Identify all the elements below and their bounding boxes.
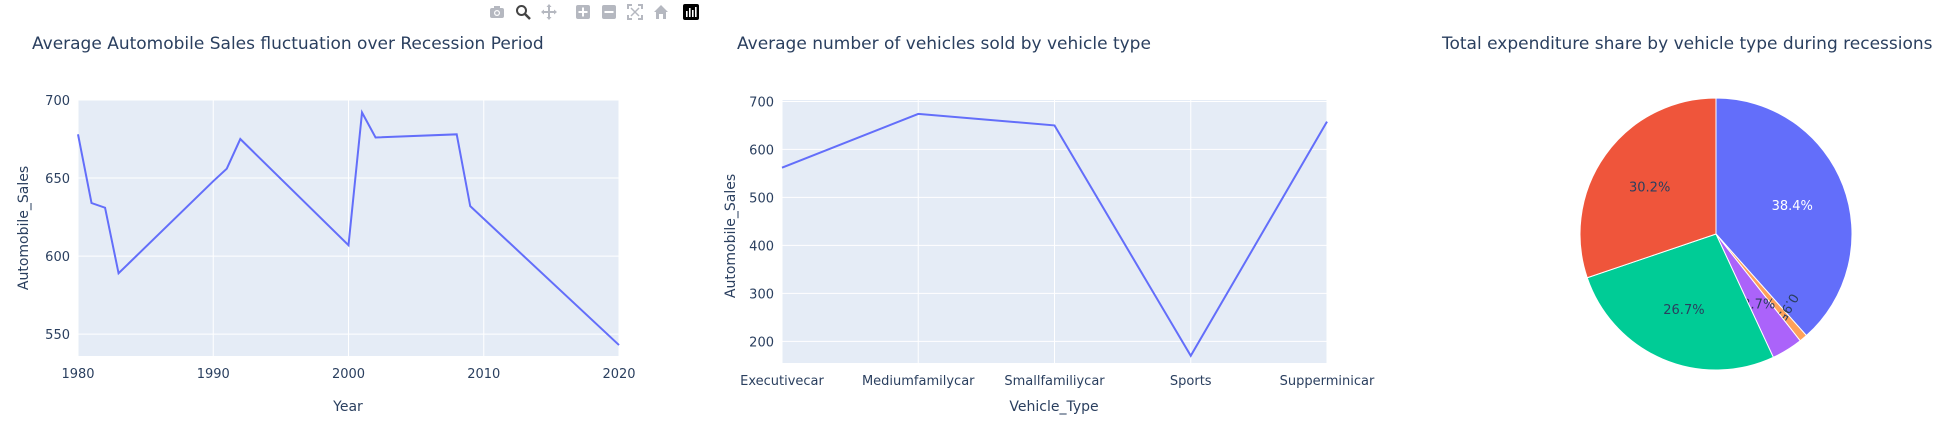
x-tick-label: 2020 — [602, 367, 635, 382]
chart-title: Average Automobile Sales fluctuation ove… — [32, 34, 544, 54]
y-tick-label: 500 — [749, 191, 774, 206]
x-tick-label: 1990 — [197, 367, 230, 382]
pie-slice-label: 26.7% — [1663, 303, 1704, 318]
pie: 38.4%0.954%3.7%26.7%30.2% — [1579, 97, 1853, 371]
x-tick-label: Supperminicar — [1280, 374, 1375, 389]
x-tick-label: Sports — [1170, 374, 1212, 389]
x-tick-label: 2010 — [467, 367, 500, 382]
camera-icon[interactable] — [484, 2, 510, 22]
x-tick-label: 1980 — [61, 367, 94, 382]
y-tick-label: 600 — [45, 250, 70, 265]
tick-labels: 550 600 650 700 1980 1990 2000 2010 2020 — [45, 94, 635, 382]
y-tick-label: 650 — [45, 172, 70, 187]
pie-slice-label: 38.4% — [1772, 199, 1813, 214]
y-tick-label: 400 — [749, 239, 774, 254]
y-axis-label: Automobile_Sales — [16, 166, 32, 290]
y-tick-label: 550 — [45, 328, 70, 343]
x-tick-label: Smallfamiliycar — [1004, 374, 1105, 389]
x-tick-label: Mediumfamilycar — [862, 374, 975, 389]
zoom-icon[interactable] — [510, 2, 536, 22]
pan-icon[interactable] — [536, 2, 562, 22]
y-tick-label: 200 — [749, 335, 774, 350]
pie-slice[interactable] — [1579, 97, 1717, 279]
pie-slice[interactable] — [1586, 233, 1774, 371]
y-tick-label: 700 — [45, 94, 70, 109]
plotly-logo-icon[interactable] — [678, 2, 704, 22]
x-axis-label: Vehicle_Type — [1009, 399, 1098, 415]
home-icon[interactable] — [648, 2, 674, 22]
x-axis-label: Year — [332, 399, 363, 415]
series-line — [77, 109, 620, 346]
pie-slice-label: 30.2% — [1629, 180, 1670, 195]
gridlines — [77, 99, 620, 356]
chart-sales-by-year: Average Automobile Sales fluctuation ove… — [16, 34, 636, 415]
pie-slice[interactable] — [1715, 97, 1853, 337]
y-axis-label: Automobile_Sales — [723, 174, 739, 298]
y-tick-label: 300 — [749, 287, 774, 302]
modebar — [484, 2, 704, 22]
chart-expenditure-share: Total expenditure share by vehicle type … — [1441, 34, 1933, 371]
y-tick-label: 700 — [749, 95, 774, 110]
chart-title: Average number of vehicles sold by vehic… — [737, 34, 1151, 54]
chart-title: Total expenditure share by vehicle type … — [1441, 34, 1933, 54]
tick-labels: 200 300 400 500 600 700 Executivecar Mediumfami… — [740, 95, 1375, 389]
zoom-out-icon[interactable] — [596, 2, 622, 22]
series-line — [781, 112, 1328, 358]
chart-sales-by-vehicle-type: Average number of vehicles sold by vehic… — [723, 34, 1375, 415]
autoscale-icon[interactable] — [622, 2, 648, 22]
x-tick-label: Executivecar — [740, 374, 824, 389]
x-tick-label: 2000 — [332, 367, 365, 382]
zoom-in-icon[interactable] — [570, 2, 596, 22]
y-tick-label: 600 — [749, 143, 774, 158]
gridlines — [781, 100, 1328, 363]
